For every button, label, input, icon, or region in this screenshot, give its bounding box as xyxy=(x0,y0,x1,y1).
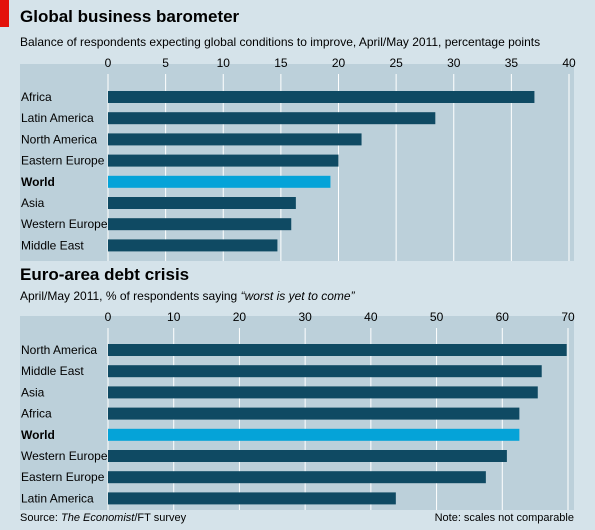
chart2-bar xyxy=(108,428,520,441)
chart1-bar xyxy=(108,175,331,188)
chart2-tick-label: 30 xyxy=(298,310,312,324)
chart1-category-label: Asia xyxy=(21,196,45,210)
chart2-tick-label: 60 xyxy=(496,310,510,324)
chart2-title: Euro-area debt crisis xyxy=(20,265,190,284)
chart1-tick-label: 5 xyxy=(162,56,169,70)
chart1-tick-label: 0 xyxy=(105,56,112,70)
chart2-category-label: Middle East xyxy=(21,364,84,378)
chart1-category-label: Middle East xyxy=(21,238,84,252)
chart1-bar xyxy=(108,154,339,167)
chart1-category-label: Eastern Europe xyxy=(21,154,105,168)
chart2-subtitle-text: April/May 2011, % of respondents saying xyxy=(20,289,238,303)
chart1-subtitle: Balance of respondents expecting global … xyxy=(20,35,541,49)
chart1-bar xyxy=(108,112,436,125)
chart2-plot: 0 10 20 30 40 50 60 70 North America Middle East A… xyxy=(20,310,575,510)
chart1-plot: 0 5 10 15 20 25 30 35 40 Africa Latin America North… xyxy=(20,56,576,261)
chart1-category-label: Latin America xyxy=(21,111,94,125)
chart2-bar xyxy=(108,344,567,356)
chart1-tick-label: 10 xyxy=(217,56,231,70)
source-suffix: /FT survey xyxy=(134,512,187,524)
chart1-tick-label: 35 xyxy=(505,56,519,70)
chart2-category-label: North America xyxy=(21,343,97,357)
chart2-tick-label: 10 xyxy=(167,310,181,324)
chart2-category-label: Africa xyxy=(21,407,52,421)
chart1-bar xyxy=(108,91,535,103)
chart2-tick-label: 20 xyxy=(233,310,247,324)
chart2-subtitle: April/May 2011, % of respondents saying … xyxy=(20,289,355,303)
chart2-bar xyxy=(108,365,542,378)
chart1-category-label: Western Europe xyxy=(21,217,108,231)
chart2-category-label: Eastern Europe xyxy=(21,470,105,484)
chart1-bar xyxy=(108,133,362,146)
chart1-bar xyxy=(108,218,292,231)
chart1-category-label: Africa xyxy=(21,90,52,104)
chart1-category-label: World xyxy=(21,175,55,189)
chart2-bar xyxy=(108,386,538,399)
source-note: Source: The Economist/FT survey xyxy=(20,512,186,524)
chart1-tick-label: 20 xyxy=(332,56,346,70)
chart1-tick-label: 25 xyxy=(389,56,403,70)
chart1-bar xyxy=(108,197,296,209)
brand-red-tab xyxy=(0,0,9,27)
chart2-tick-label: 0 xyxy=(105,310,112,324)
chart2-bar xyxy=(108,407,520,420)
chart2-tick-label: 70 xyxy=(561,310,575,324)
source-italic: The Economist xyxy=(60,512,135,524)
chart2-tick-label: 50 xyxy=(430,310,444,324)
chart1-tick-label: 15 xyxy=(274,56,288,70)
chart2-bar xyxy=(108,450,507,462)
chart1-bar xyxy=(108,239,278,252)
chart1-category-label: North America xyxy=(21,132,97,146)
chart2-category-label: World xyxy=(21,428,55,442)
chart1-tick-label: 30 xyxy=(447,56,461,70)
chart1-title: Global business barometer xyxy=(20,7,240,26)
chart2-tick-label: 40 xyxy=(364,310,378,324)
chart2-bar xyxy=(108,492,396,505)
chart2-subtitle-quote: “worst is yet to come” xyxy=(240,289,355,303)
chart2-bar xyxy=(108,471,486,484)
source-prefix: Source: xyxy=(20,512,58,524)
chart2-category-label: Latin America xyxy=(21,491,94,505)
chart1-tick-label: 40 xyxy=(562,56,576,70)
chart2-category-label: Asia xyxy=(21,385,45,399)
scales-note: Note: scales not comparable xyxy=(434,512,574,524)
chart2-category-label: Western Europe xyxy=(21,449,108,463)
